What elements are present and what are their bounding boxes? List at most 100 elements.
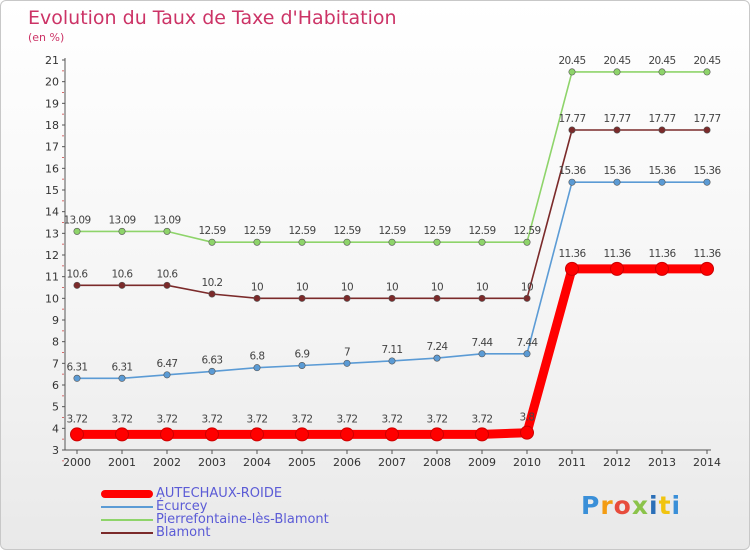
data-label: 3.72 [247,413,268,425]
data-point [523,238,531,246]
data-point [70,427,84,442]
unit-label: (en %) [28,31,65,44]
data-label: 10.2 [202,277,223,289]
x-tick-label: 2009 [468,456,496,469]
data-label: 17.77 [648,113,675,125]
data-label: 7.44 [472,337,494,349]
data-label: 20.45 [648,55,675,67]
data-point [565,261,579,276]
data-point [703,178,711,186]
data-point [703,126,711,134]
data-point [523,294,531,302]
data-label: 6.31 [67,361,88,373]
data-point [430,427,444,442]
data-label: 13.09 [108,214,135,226]
data-label: 12.59 [198,225,225,237]
y-tick-label: 8 [52,336,59,349]
data-label: 6.47 [157,358,178,370]
data-point [298,238,306,246]
y-tick-label: 13 [45,227,59,240]
data-point [385,427,399,442]
x-tick-label: 2003 [198,456,226,469]
data-label: 10 [341,281,353,293]
x-tick-label: 2012 [603,456,631,469]
y-tick-label: 11 [45,271,59,284]
data-point [253,364,261,372]
x-tick-label: 2000 [63,456,91,469]
data-point [73,374,81,382]
y-tick-label: 10 [45,292,59,305]
y-tick-label: 19 [45,97,59,110]
data-label: 12.59 [468,225,495,237]
data-point [163,227,171,235]
data-label: 7 [344,346,350,358]
legend-label: Blamont [156,525,211,540]
data-label: 3.72 [382,413,403,425]
data-point [475,427,489,442]
data-point [388,294,396,302]
data-point [655,261,669,276]
data-point [208,290,216,298]
data-label: 17.77 [558,113,585,125]
data-point [568,126,576,134]
data-label: 12.59 [513,225,540,237]
data-label: 7.44 [517,337,539,349]
legend-label: Écurcey [156,499,208,514]
legend-item-ecurcey: Écurcey [101,499,421,514]
data-label: 3.72 [337,413,358,425]
data-point [163,281,171,289]
data-label: 6.9 [295,349,310,361]
data-point [208,367,216,375]
x-tick-label: 2013 [648,456,676,469]
data-label: 12.59 [288,225,315,237]
y-tick-label: 17 [45,141,59,154]
data-point [433,238,441,246]
data-label: 12.59 [378,225,405,237]
data-point [160,427,174,442]
data-point [295,427,309,442]
legend-item-blamont: Blamont [101,525,421,540]
data-label: 17.77 [693,113,720,125]
data-label: 10 [296,281,308,293]
data-label: 7.11 [382,344,403,356]
legend-label: Pierrefontaine-lès-Blamont [156,512,329,527]
data-point [253,294,261,302]
data-label: 11.36 [693,248,721,260]
legend-item-autechaux-roide: AUTECHAUX-ROIDE [101,486,421,501]
data-label: 3.72 [292,413,313,425]
x-tick-label: 2007 [378,456,406,469]
data-label: 11.36 [603,248,631,260]
y-tick-label: 16 [45,162,59,175]
data-point [115,427,129,442]
chart-title: Evolution du Taux de Taxe d'Habitation [28,7,397,29]
y-tick-label: 5 [52,401,59,414]
legend-swatch [101,490,153,498]
data-label: 7.24 [427,341,449,353]
data-label: 10 [251,281,263,293]
data-label: 13.09 [63,214,90,226]
data-point [520,425,534,440]
data-label: 11.36 [648,248,676,260]
data-label: 12.59 [243,225,270,237]
legend-swatch [101,519,153,521]
data-point [700,261,714,276]
data-label: 3.8 [520,412,535,424]
data-point [610,261,624,276]
y-tick-label: 3 [52,444,59,457]
x-tick-label: 2011 [558,456,586,469]
data-label: 15.36 [558,165,586,177]
data-point [340,427,354,442]
data-label: 3.72 [67,413,88,425]
data-point [568,68,576,76]
legend: AUTECHAUX-ROIDE Écurcey Pierrefontaine-l… [101,486,421,540]
data-label: 20.45 [558,55,585,67]
data-point [703,68,711,76]
data-label: 13.09 [153,214,180,226]
data-label: 10 [521,281,533,293]
data-label: 12.59 [423,225,450,237]
data-point [433,354,441,362]
proxiti-logo: Proxiti [581,491,682,520]
data-point [568,178,576,186]
